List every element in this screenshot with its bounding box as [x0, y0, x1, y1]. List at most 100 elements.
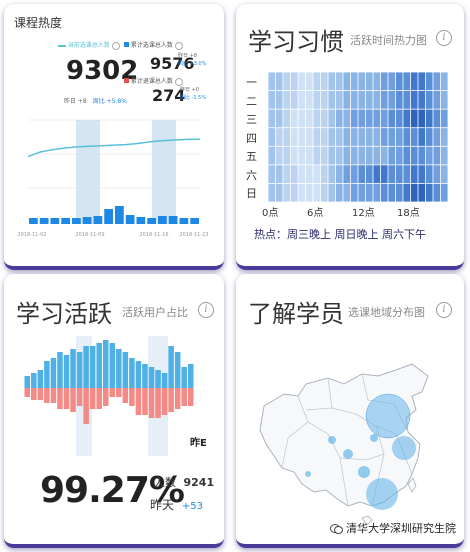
heat-cell	[418, 109, 426, 128]
bar	[147, 218, 156, 224]
heat-cell	[403, 90, 411, 109]
heat-cell	[388, 90, 396, 109]
bar	[50, 218, 60, 224]
course-chart: 2018-11-02 2018-11-09 2018-11-16 2018-11-23	[17, 119, 209, 238]
info-icon	[111, 41, 120, 50]
heat-cell	[290, 146, 298, 165]
day-label: 二	[246, 94, 257, 108]
heat-cell	[425, 183, 433, 202]
heat-cell	[328, 146, 336, 165]
heat-cell	[268, 165, 276, 184]
wechat-icon	[330, 523, 343, 534]
inactive-bar	[89, 388, 96, 409]
heat-cell	[320, 128, 328, 146]
heat-cell	[418, 165, 426, 184]
inactive-bar	[37, 388, 44, 400]
heat-cell	[365, 72, 373, 91]
card-subtitle: 活跃时间热力图	[350, 34, 427, 47]
heat-cell	[373, 109, 381, 128]
inactive-bar	[155, 388, 161, 418]
heat-cell	[313, 183, 321, 202]
heat-cell	[365, 90, 373, 109]
heat-cell	[320, 72, 328, 91]
heat-cell	[298, 165, 306, 184]
info-icon[interactable]: i	[436, 30, 452, 46]
bar	[158, 216, 167, 224]
inactive-bar	[116, 388, 122, 397]
heat-cell	[365, 146, 373, 165]
card-subtitle: 活跃用户占比	[122, 306, 188, 319]
active-bar	[89, 346, 96, 388]
active-bar	[168, 346, 174, 388]
map-outline	[259, 363, 429, 507]
heat-cell	[328, 90, 336, 109]
square-icon	[124, 78, 129, 83]
highlight-band	[76, 120, 100, 224]
hour-label: 12点	[352, 208, 375, 219]
heat-cell	[268, 90, 276, 109]
bar	[104, 209, 113, 224]
legend-drop: 累计退课总人数	[124, 76, 183, 86]
active-bar	[102, 340, 109, 388]
heat-cell	[418, 183, 426, 202]
heat-cell	[343, 90, 351, 109]
watermark: 清华大学深圳研究生院	[330, 520, 456, 536]
heat-cell	[350, 109, 358, 128]
info-icon[interactable]: i	[436, 302, 452, 318]
study-activity-card: 学习活跃 活跃用户占比 i 昨E 99.27% 人数 9241 昨天 +53	[4, 274, 224, 548]
region-bubble	[305, 471, 311, 477]
heat-cell	[298, 72, 306, 91]
heat-cell	[418, 146, 426, 165]
heat-cell	[335, 183, 343, 202]
active-bar	[181, 367, 187, 388]
heat-cell	[425, 165, 433, 184]
drop-value: 274	[152, 86, 186, 105]
heat-cell	[305, 146, 313, 165]
heat-cell	[418, 128, 426, 146]
heat-cell	[268, 109, 276, 128]
inactive-bar	[168, 388, 174, 412]
info-icon	[174, 77, 183, 86]
info-icon[interactable]: i	[198, 302, 214, 318]
heat-cell	[380, 128, 388, 146]
legend-total-label: 当前选课总人数	[67, 42, 110, 49]
heat-cell	[395, 72, 403, 91]
heat-cell	[433, 90, 441, 109]
active-bar	[76, 352, 83, 388]
inactive-bar	[24, 388, 31, 397]
active-bar	[31, 373, 37, 388]
inactive-bar	[57, 388, 63, 409]
heat-cell	[335, 128, 343, 146]
heat-cell	[283, 72, 291, 91]
heat-cell	[343, 183, 351, 202]
heat-cell	[358, 183, 366, 202]
x-tick-label: 2018-11-16	[139, 232, 168, 238]
legend-total: 当前选课总人数	[58, 40, 120, 50]
heat-cell	[298, 109, 306, 128]
bar	[39, 218, 49, 224]
heat-cell	[365, 128, 373, 146]
heat-cell	[433, 72, 441, 91]
heat-cell	[358, 146, 366, 165]
active-bar	[37, 370, 44, 388]
heat-cell	[283, 109, 291, 128]
heat-cell	[305, 72, 313, 91]
day-label: 三	[246, 113, 257, 127]
hour-label: 18点	[397, 208, 420, 219]
heat-cell	[373, 128, 381, 146]
heat-cell	[320, 183, 328, 202]
bar	[72, 218, 81, 224]
active-bar	[96, 343, 102, 388]
inactive-bar	[76, 388, 83, 406]
heat-cell	[350, 128, 358, 146]
heat-cell	[298, 128, 306, 146]
heat-cell	[410, 72, 418, 91]
active-bar	[129, 358, 135, 388]
card-title: 课程热度	[14, 16, 63, 30]
card-title: 学习活跃	[16, 300, 112, 328]
inactive-bar	[44, 388, 50, 403]
active-bar	[148, 367, 155, 388]
study-habit-card: 学习习惯 活跃时间热力图 i 一二三四五六日 0点 6点 12点 18点 热点：周三晚…	[236, 4, 464, 270]
bar	[82, 217, 92, 224]
inactive-bar	[181, 388, 187, 406]
